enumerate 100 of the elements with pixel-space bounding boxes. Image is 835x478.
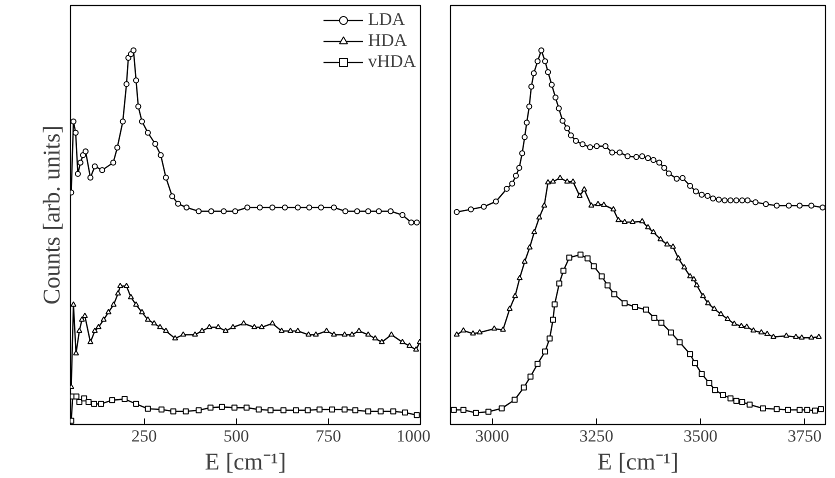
- point: [783, 332, 790, 338]
- point: [485, 408, 492, 415]
- point: [158, 152, 164, 158]
- point: [413, 346, 420, 352]
- point: [676, 339, 683, 346]
- point: [208, 404, 214, 411]
- point: [752, 199, 758, 206]
- point: [666, 170, 672, 176]
- point: [739, 197, 746, 204]
- point: [552, 94, 558, 101]
- point: [560, 118, 566, 124]
- point: [786, 202, 792, 209]
- point: [812, 408, 818, 414]
- point: [144, 406, 151, 412]
- point: [758, 329, 764, 334]
- legend-label: HDA: [368, 30, 407, 51]
- point: [506, 306, 513, 311]
- point: [728, 395, 734, 402]
- point: [590, 263, 597, 270]
- point: [570, 178, 576, 184]
- point: [169, 193, 176, 200]
- point: [650, 228, 656, 234]
- point: [78, 316, 85, 322]
- point: [468, 206, 474, 212]
- point: [196, 208, 202, 214]
- point: [316, 406, 323, 413]
- point: [144, 316, 151, 322]
- point: [692, 360, 698, 366]
- point: [208, 208, 214, 214]
- x-tick-label: 500: [224, 426, 250, 446]
- point: [712, 387, 718, 394]
- point: [244, 204, 250, 211]
- point: [99, 167, 106, 174]
- point: [135, 104, 142, 110]
- point: [138, 118, 145, 124]
- point: [73, 393, 80, 400]
- point: [268, 407, 274, 414]
- point: [258, 324, 265, 330]
- point: [352, 407, 358, 414]
- point: [500, 326, 506, 332]
- point: [399, 338, 406, 344]
- point: [306, 331, 312, 337]
- point: [624, 153, 631, 160]
- point: [808, 202, 814, 209]
- point: [804, 406, 810, 413]
- point: [372, 335, 378, 340]
- point: [639, 218, 646, 224]
- point: [312, 331, 319, 337]
- point: [588, 202, 594, 208]
- point: [133, 400, 140, 407]
- point: [616, 150, 623, 156]
- point: [306, 204, 312, 211]
- point: [74, 170, 81, 177]
- point: [251, 324, 258, 330]
- point: [744, 323, 750, 329]
- point: [538, 47, 544, 54]
- point: [354, 208, 360, 214]
- point: [716, 196, 722, 203]
- point: [694, 282, 700, 288]
- point: [560, 268, 566, 274]
- point: [534, 58, 541, 64]
- point: [622, 300, 628, 306]
- point: [545, 69, 551, 76]
- point: [218, 404, 225, 410]
- point: [675, 255, 682, 260]
- point: [580, 141, 586, 148]
- point: [87, 174, 94, 181]
- point: [674, 176, 680, 182]
- point: [600, 202, 607, 207]
- point: [77, 160, 84, 166]
- point: [114, 144, 120, 151]
- point: [550, 178, 556, 184]
- point: [774, 202, 780, 209]
- point: [157, 324, 164, 330]
- point: [460, 406, 466, 413]
- point: [199, 328, 206, 333]
- point: [512, 396, 518, 403]
- point: [796, 202, 803, 209]
- point: [342, 406, 348, 413]
- point: [408, 219, 414, 226]
- point: [342, 208, 348, 214]
- point: [670, 243, 676, 249]
- point: [542, 58, 548, 64]
- point: [230, 324, 236, 330]
- point: [414, 412, 420, 418]
- point: [651, 314, 658, 321]
- point: [524, 120, 530, 126]
- point: [81, 395, 88, 402]
- point: [658, 236, 664, 242]
- point: [798, 334, 805, 340]
- point: [598, 273, 605, 280]
- point: [330, 204, 337, 211]
- point: [184, 204, 190, 211]
- point: [122, 396, 128, 402]
- point: [572, 138, 579, 144]
- point: [664, 241, 670, 246]
- x-axis-title: E [cm⁻¹]: [597, 450, 679, 476]
- point: [172, 335, 178, 340]
- point: [550, 316, 556, 323]
- point: [231, 404, 238, 411]
